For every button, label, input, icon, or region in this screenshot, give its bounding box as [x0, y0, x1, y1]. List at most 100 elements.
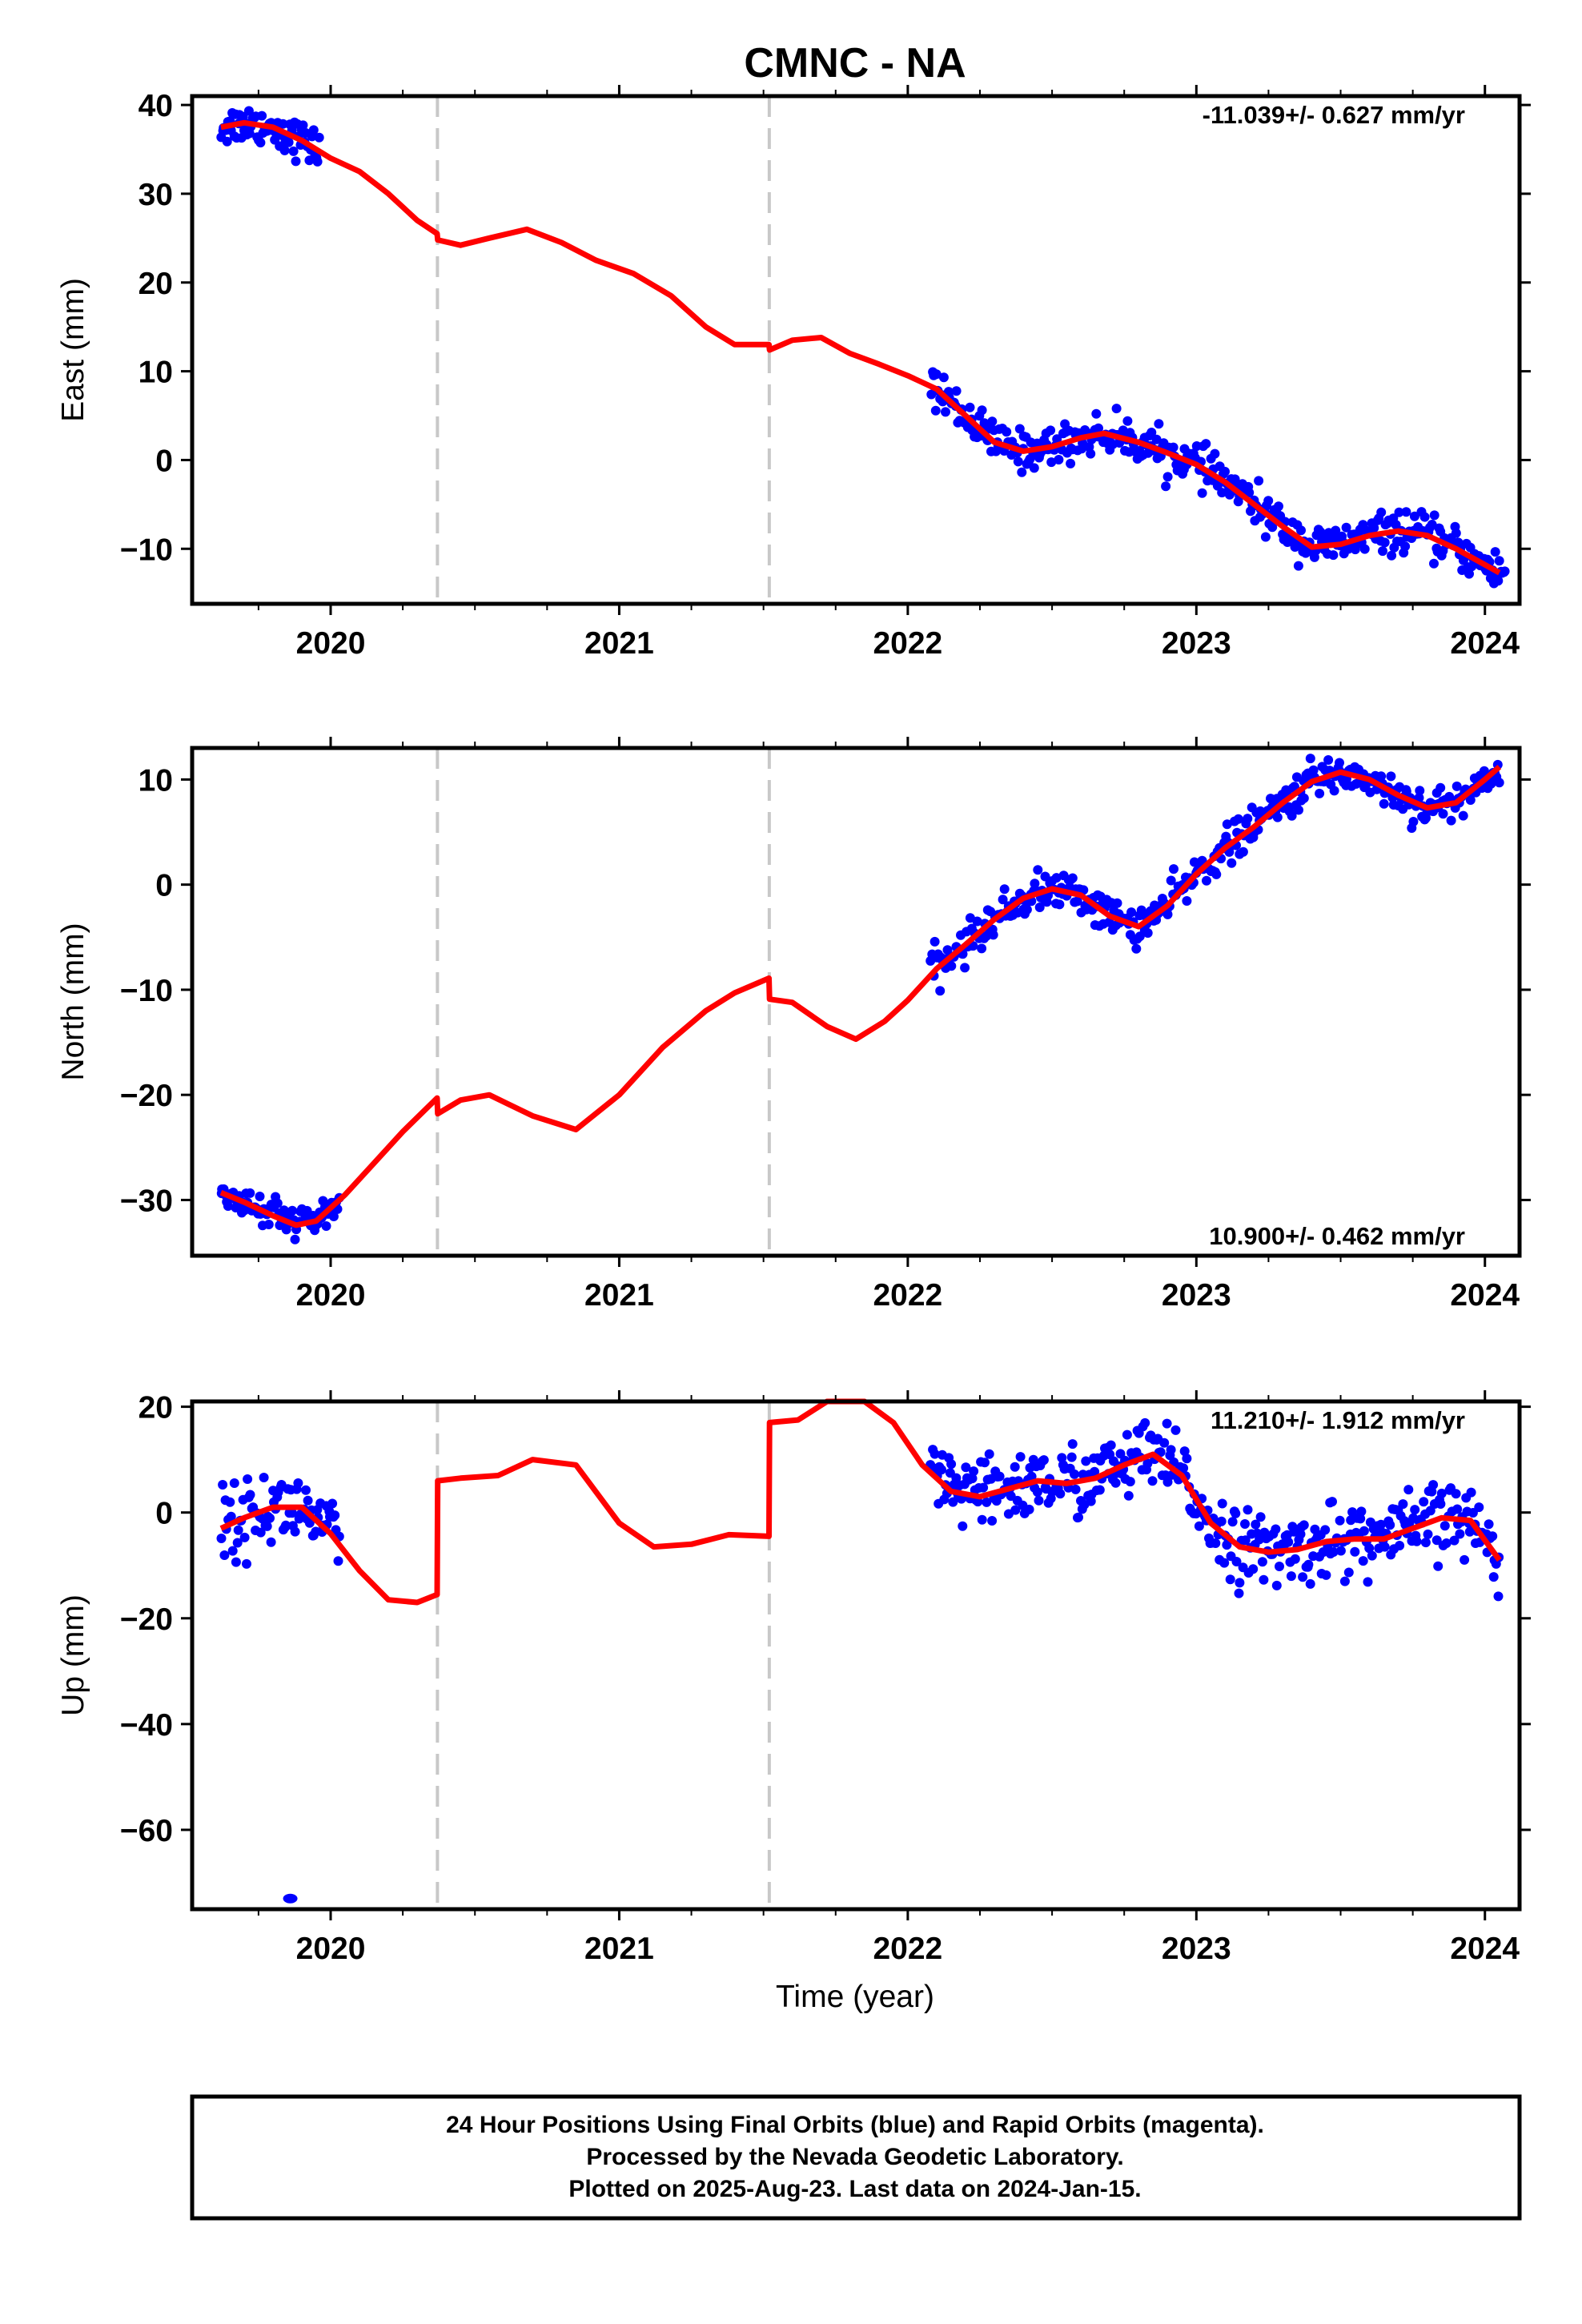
up-data-point [1466, 1487, 1476, 1498]
up-data-point [1162, 1418, 1172, 1429]
east-data-point [1387, 550, 1397, 561]
up-data-point [961, 1462, 971, 1473]
up-data-point [1398, 1499, 1408, 1510]
north-data-point [1067, 873, 1078, 883]
up-x-tick-label: 2021 [584, 1932, 654, 1966]
up-data-point [980, 1458, 990, 1468]
up-y-tick-label: 20 [139, 1391, 173, 1425]
up-data-point [1123, 1490, 1134, 1501]
east-data-point [930, 405, 941, 416]
east-data-point [1052, 434, 1062, 444]
up-data-point [1449, 1535, 1460, 1546]
north-data-point [263, 1220, 274, 1229]
north-data-point [1169, 864, 1178, 875]
east-data-point [1161, 481, 1171, 492]
up-data-point [1484, 1519, 1494, 1530]
up-data-point [290, 1526, 300, 1537]
up-data-point [259, 1473, 269, 1482]
up-data-point [242, 1558, 251, 1569]
east-data-point [1017, 467, 1027, 477]
east-data-point [1002, 427, 1012, 437]
up-data-point [1211, 1538, 1221, 1548]
up-data-point [1327, 1497, 1337, 1507]
north-data-point [1272, 812, 1283, 822]
east-data-point [1263, 496, 1274, 506]
up-data-point [1298, 1572, 1308, 1582]
up-data-point [239, 1532, 250, 1542]
up-data-point [1350, 1546, 1360, 1557]
up-data-point [1067, 1439, 1078, 1449]
east-data-point [1341, 522, 1351, 533]
up-data-point [1170, 1425, 1181, 1435]
north-data-point [245, 1188, 255, 1198]
east-x-tick-label: 2021 [584, 626, 654, 661]
up-data-point [987, 1516, 998, 1526]
up-x-tick-label: 2023 [1162, 1932, 1231, 1966]
up-data-point [1110, 1478, 1121, 1488]
up-data-point [1081, 1456, 1091, 1466]
up-data-point [984, 1449, 994, 1459]
up-data-point [1343, 1567, 1354, 1578]
north-data-point [255, 1192, 265, 1201]
up-data-point [1074, 1512, 1083, 1522]
up-data-point [266, 1537, 276, 1547]
east-data-point [1401, 507, 1411, 517]
east-data-point [1210, 448, 1220, 459]
north-data-point [1415, 786, 1425, 796]
up-data-point [1441, 1538, 1452, 1548]
up-data-point [227, 1546, 238, 1556]
up-data-point [946, 1459, 957, 1470]
north-data-point [1211, 869, 1222, 879]
north-data-point [1054, 899, 1065, 910]
up-data-point [951, 1473, 962, 1483]
east-grid [436, 96, 771, 604]
up-data-point [1452, 1504, 1463, 1514]
up-y-tick-label: −40 [120, 1708, 173, 1743]
up-outlier-point [283, 1893, 298, 1904]
up-panel: 2020 2021 2022 2023 2024 −60 −40 −20 0 20 Up (mm… [56, 1390, 1531, 1966]
up-data-point [1367, 1550, 1377, 1561]
up-data-point [1286, 1571, 1296, 1582]
north-data-point [1227, 858, 1237, 868]
east-data-point [1429, 558, 1439, 569]
north-data-point [942, 945, 953, 955]
up-data-point [1225, 1574, 1235, 1585]
east-data-point [1094, 423, 1103, 433]
up-data-point [1070, 1484, 1081, 1494]
up-data-point [1335, 1515, 1345, 1526]
north-data-point [960, 963, 970, 973]
north-data-point [1308, 765, 1319, 775]
east-data-point [1369, 523, 1379, 533]
up-data-point [958, 1521, 968, 1531]
north-data-point [1494, 778, 1504, 788]
up-data-point [1257, 1557, 1267, 1567]
up-data-point [327, 1498, 338, 1509]
north-data-point [1030, 879, 1040, 889]
north-x-tick-label: 2023 [1162, 1278, 1231, 1313]
up-data-point [1066, 1452, 1077, 1462]
up-data-point [1435, 1499, 1446, 1509]
up-data-point [287, 1508, 297, 1518]
figure-title: CMNC - NA [744, 40, 966, 86]
north-data-point [1131, 943, 1142, 954]
up-data-point [978, 1482, 989, 1493]
east-data-point [1260, 532, 1271, 542]
up-x-tick-label: 2024 [1450, 1932, 1520, 1966]
up-data-point [1290, 1554, 1300, 1564]
up-data-point [1094, 1485, 1105, 1495]
up-data-point [977, 1514, 987, 1525]
up-data-point [1125, 1477, 1135, 1487]
north-data-point [1112, 898, 1122, 908]
up-data-point [1235, 1578, 1245, 1588]
up-data-point [937, 1465, 946, 1475]
up-data-point [1216, 1516, 1227, 1526]
north-y-tick-label: −20 [120, 1079, 173, 1113]
north-data-point [272, 1198, 283, 1208]
up-data-point [1423, 1529, 1433, 1539]
north-data-point [1446, 815, 1456, 826]
up-data-point [1436, 1488, 1447, 1498]
north-data-point [1323, 755, 1334, 765]
up-data-point [1194, 1521, 1204, 1531]
east-data-point [1162, 472, 1173, 482]
up-data-point [231, 1557, 241, 1567]
